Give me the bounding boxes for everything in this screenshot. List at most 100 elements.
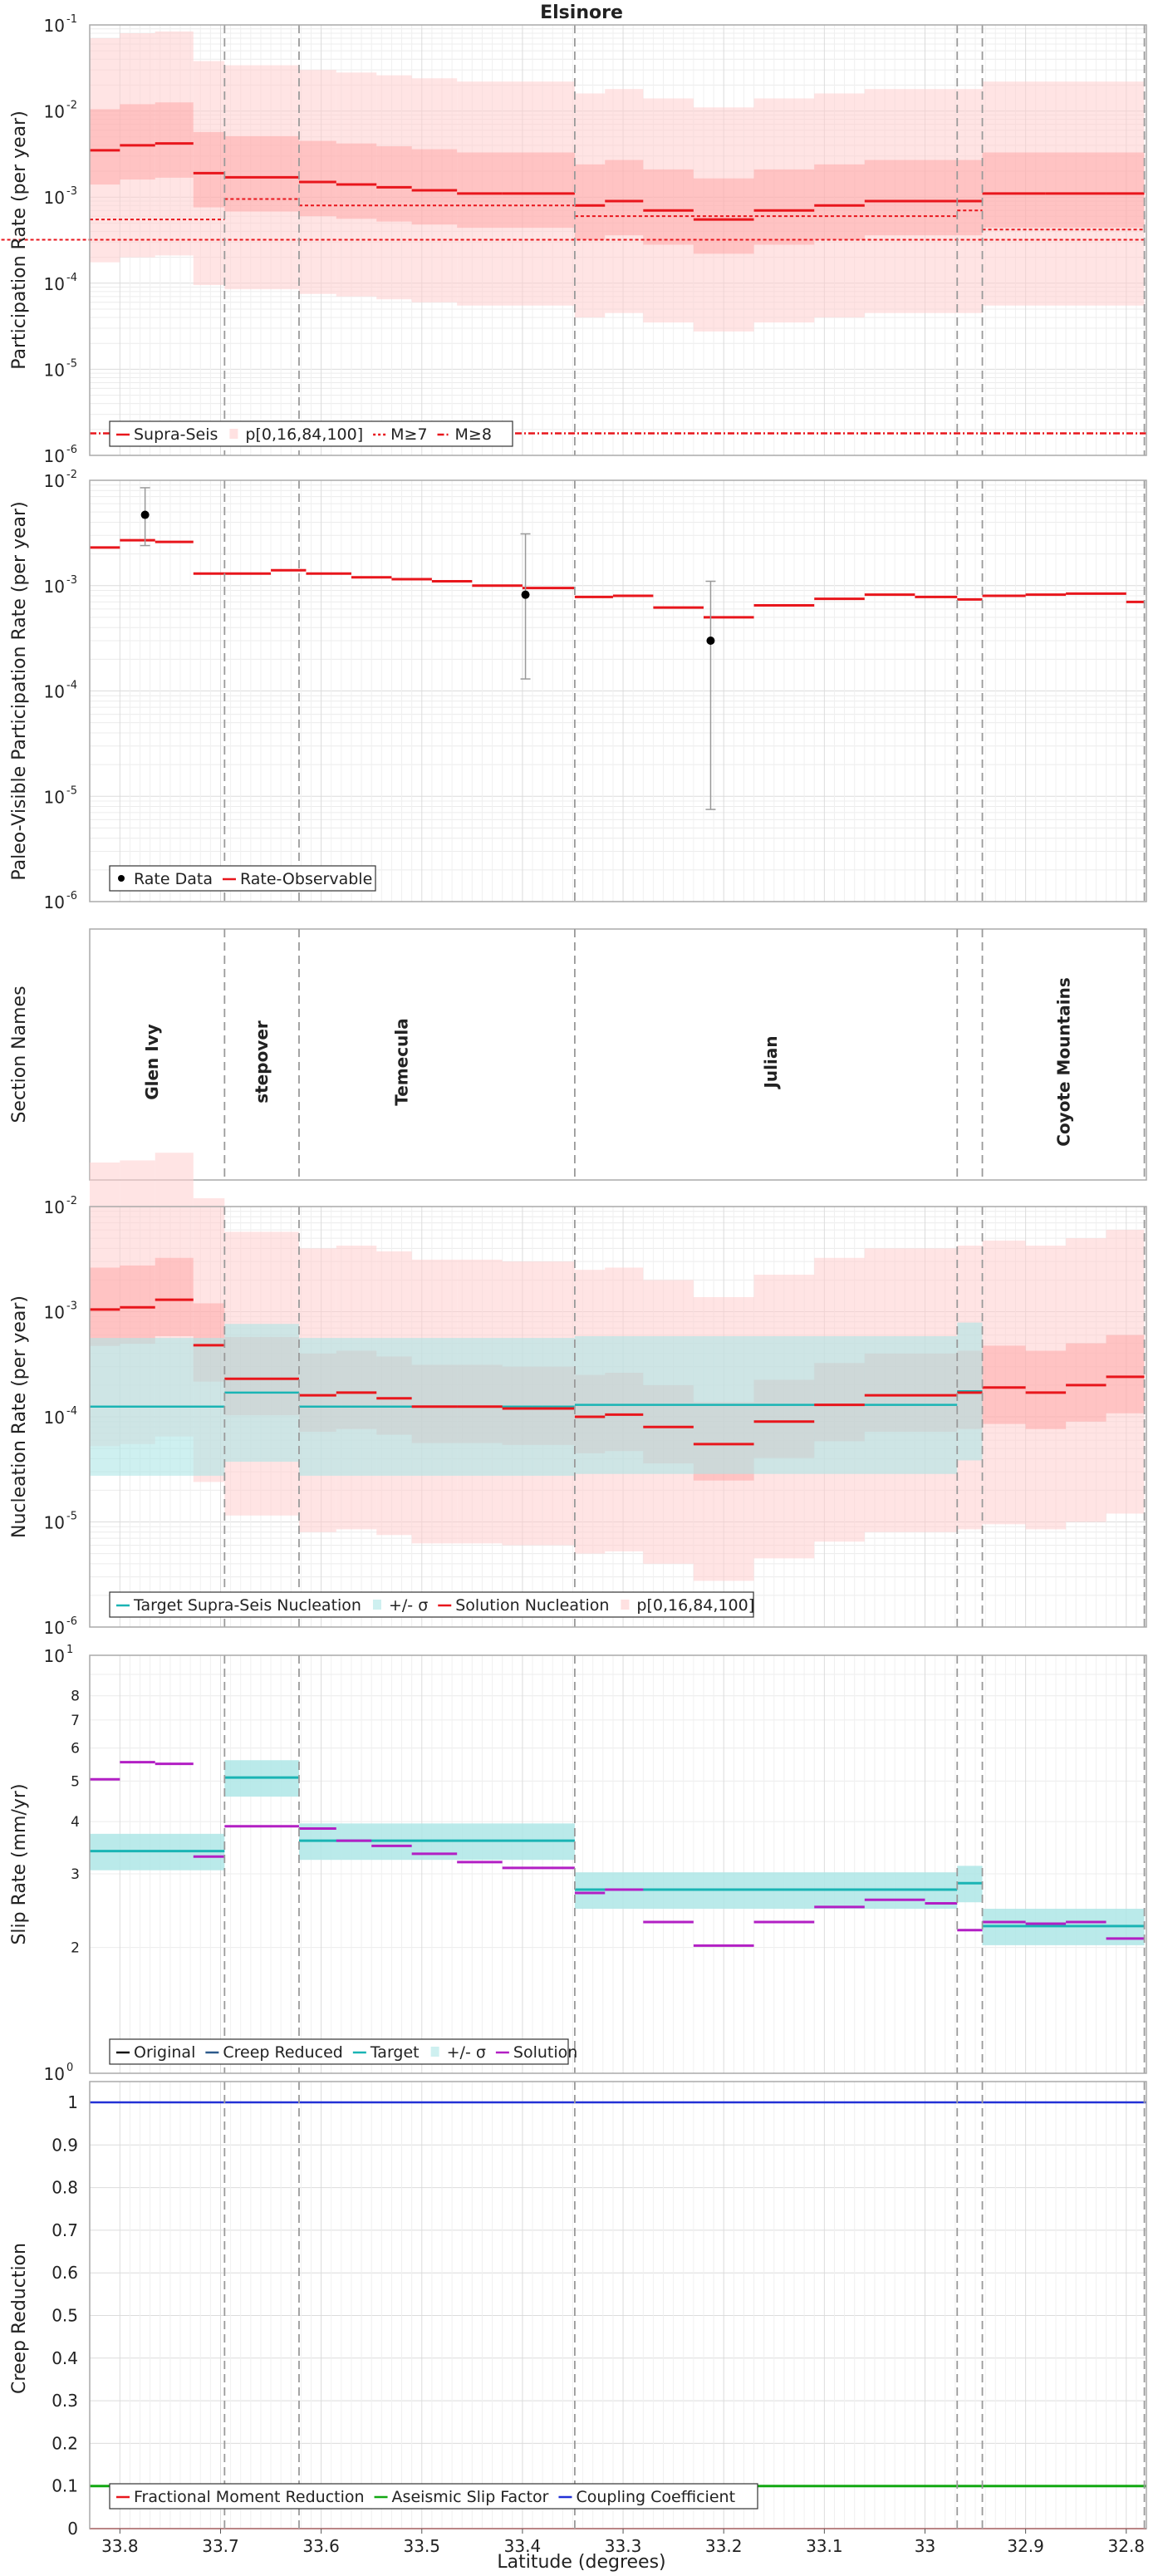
y-minor-tick-label: 2 xyxy=(71,1940,80,1957)
y-tick-label: 10 xyxy=(44,577,65,597)
y-tick-exponent: -6 xyxy=(66,1615,77,1628)
legend-label: +/- σ xyxy=(389,1596,428,1615)
y-tick-label: 10 xyxy=(44,471,65,491)
p16-84-band xyxy=(155,1257,194,1336)
y-tick-label: 10 xyxy=(44,1408,65,1428)
legend-box xyxy=(109,420,513,447)
p16-84-band xyxy=(298,140,336,217)
legend-label: Rate Data xyxy=(134,870,213,888)
legend-box xyxy=(109,1591,754,1618)
p16-84-band xyxy=(982,152,1046,229)
y-tick-label: 0.5 xyxy=(52,2306,78,2326)
legend-label: M≥7 xyxy=(390,425,427,444)
legend-label: p[0,16,84,100] xyxy=(245,425,363,444)
legend-marker xyxy=(621,1600,630,1610)
y-minor-tick-label: 8 xyxy=(71,1689,80,1705)
y-tick-label: 0.2 xyxy=(52,2433,78,2453)
y-tick-exponent: -3 xyxy=(66,574,77,587)
y-tick-label: 10 xyxy=(44,787,65,807)
rate-data-point xyxy=(706,637,715,646)
legend-box xyxy=(109,2483,758,2510)
x-tick-label: 33.4 xyxy=(504,2536,542,2556)
y-axis-label: Paleo-Visible Participation Rate (per ye… xyxy=(9,501,30,880)
legend-label: Coupling Coefficient xyxy=(576,2488,735,2506)
y-tick-label: 10 xyxy=(44,2064,65,2084)
legend-label: +/- σ xyxy=(447,2043,486,2062)
x-tick-label: 32.9 xyxy=(1007,2536,1044,2556)
y-tick-exponent: -2 xyxy=(66,469,77,481)
panel-frame xyxy=(89,479,1147,902)
x-tick-label: 33.1 xyxy=(806,2536,843,2556)
p16-84-band xyxy=(90,109,120,185)
p16-84-band xyxy=(120,104,155,180)
p16-84-band xyxy=(376,145,412,222)
y-axis-label: Participation Rate (per year) xyxy=(9,111,30,370)
legend-marker xyxy=(372,1600,381,1610)
panel-frame xyxy=(89,2081,1147,2529)
x-tick-label: 33.2 xyxy=(705,2536,743,2556)
p16-84-band xyxy=(1066,1343,1107,1422)
legend-label: M≥8 xyxy=(455,425,492,444)
y-tick-exponent: -5 xyxy=(66,1511,77,1523)
p16-84-band xyxy=(1025,1350,1067,1429)
p16-84-band xyxy=(574,164,606,240)
legend-label: Solution Nucleation xyxy=(455,1596,609,1615)
y-tick-label: 0.7 xyxy=(52,2220,78,2240)
y-tick-exponent: -6 xyxy=(66,890,77,902)
y-tick-label: 10 xyxy=(44,892,65,912)
y-minor-tick-label: 7 xyxy=(71,1713,80,1729)
p0-100-band xyxy=(1106,1230,1145,1514)
chart-title: Elsinore xyxy=(540,2,623,23)
y-minor-tick-label: 5 xyxy=(71,1773,80,1790)
y-tick-exponent: -5 xyxy=(66,357,77,370)
x-tick-label: 33.8 xyxy=(101,2536,139,2556)
p16-84-band xyxy=(1045,152,1107,229)
p0-100-band xyxy=(1066,1238,1107,1522)
p16-84-band xyxy=(193,131,225,208)
p16-84-band xyxy=(224,135,299,212)
y-tick-label: 10 xyxy=(44,360,65,380)
y-tick-label: 0.4 xyxy=(52,2348,78,2368)
y-tick-label: 10 xyxy=(44,102,65,122)
x-tick-label: 33 xyxy=(915,2536,935,2556)
p16-84-band xyxy=(864,160,925,236)
x-tick-label: 33.6 xyxy=(302,2536,340,2556)
y-tick-label: 10 xyxy=(44,188,65,208)
p16-84-band xyxy=(605,160,644,236)
x-axis-label: Latitude (degrees) xyxy=(497,2552,665,2573)
legend-label: Creep Reduced xyxy=(223,2043,342,2062)
legend-label: Fractional Moment Reduction xyxy=(134,2488,365,2506)
y-tick-exponent: -3 xyxy=(66,185,77,198)
y-tick-exponent: -1 xyxy=(66,13,77,26)
legend-box xyxy=(109,865,376,892)
panel-frame xyxy=(89,1206,1147,1628)
legend-label: Aseismic Slip Factor xyxy=(392,2488,549,2506)
y-tick-label: 10 xyxy=(44,1303,65,1323)
p16-84-band xyxy=(502,152,575,229)
p16-84-band xyxy=(925,160,958,236)
y-tick-exponent: -4 xyxy=(66,680,77,692)
x-tick-label: 33.7 xyxy=(202,2536,239,2556)
legend-label: Target Supra-Seis Nucleation xyxy=(133,1596,361,1615)
y-tick-label: 10 xyxy=(44,16,65,36)
p16-84-band xyxy=(753,169,815,245)
section-name-label: Temecula xyxy=(392,1018,412,1105)
p16-84-band xyxy=(336,143,377,219)
y-tick-exponent: -5 xyxy=(66,784,77,797)
y-axis-label: Creep Reduction xyxy=(9,2243,30,2394)
panel-frame xyxy=(89,24,1147,456)
y-tick-label: 10 xyxy=(44,274,65,294)
p16-84-band xyxy=(155,102,194,178)
legend-label: p[0,16,84,100] xyxy=(636,1596,754,1615)
x-tick-label: 33.3 xyxy=(605,2536,642,2556)
legend-label: Solution xyxy=(513,2043,577,2062)
y-tick-label: 0.6 xyxy=(52,2263,78,2283)
panel-frame xyxy=(89,1654,1147,2074)
y-tick-label: 10 xyxy=(44,1197,65,1217)
y-axis-label: Slip Rate (mm/yr) xyxy=(9,1783,30,1944)
legend-label: Original xyxy=(134,2043,195,2062)
legend-marker xyxy=(430,2047,439,2057)
p16-84-band xyxy=(90,1267,120,1346)
y-tick-label: 10 xyxy=(44,1646,65,1666)
